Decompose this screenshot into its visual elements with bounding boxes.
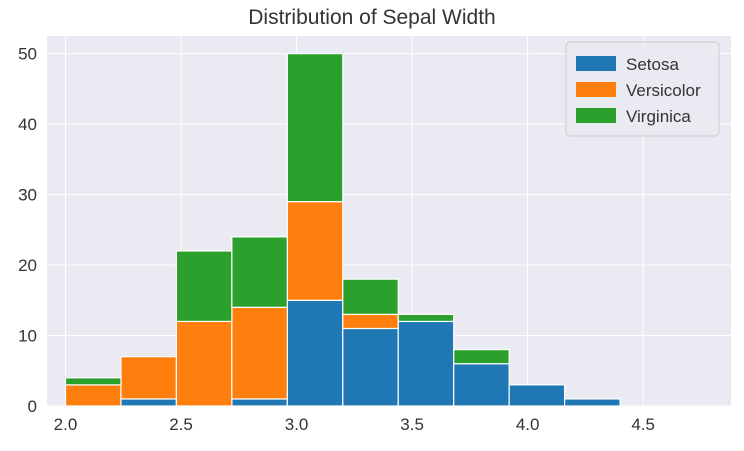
bar-versicolor-bin-2: Versicolor: 12 [175,320,233,407]
legend-swatch-setosa [576,56,616,71]
bar-setosa-bin-7: Setosa: 6 [453,363,510,407]
bar-setosa-bin-9: Setosa: 1 [564,398,621,407]
x-tick-label: 3.0 [285,415,309,434]
bar-versicolor-bin-1: Versicolor: 6 [120,356,178,400]
bar-virginica-bin-5: Virginica: 5 [342,278,399,315]
bar-setosa-bin-3: Setosa: 1 [231,398,288,407]
y-tick-label: 10 [18,327,37,346]
bar-setosa-bin-5: Setosa: 11 [342,327,399,407]
bar-versicolor-bin-4: Versicolor: 14 [286,201,344,301]
x-tick-label: 4.5 [631,415,655,434]
bar-versicolor-bin-5: Versicolor: 2 [342,313,399,330]
bar-versicolor-bin-3: Versicolor: 13 [231,306,288,400]
y-tick-label: 30 [18,186,37,205]
bar-versicolor-bin-0: Versicolor: 3 [64,384,122,407]
legend-label-versicolor: Versicolor [626,81,701,100]
bar-virginica-bin-4: Virginica: 21 [286,53,344,203]
y-tick-label: 20 [18,256,37,275]
legend-swatch-virginica [576,108,616,123]
x-tick-label: 4.0 [516,415,540,434]
bar-virginica-bin-3: Virginica: 10 [231,236,288,308]
bar-setosa-bin-4: Setosa: 15 [286,299,344,407]
legend-label-setosa: Setosa [626,55,679,74]
bar-setosa-bin-6: Setosa: 12 [397,320,455,407]
chart-title: Distribution of Sepal Width [248,6,496,29]
bar-virginica-bin-6: Virginica: 1 [397,313,455,323]
y-tick-label: 50 [18,45,37,64]
x-tick-label: 3.5 [400,415,424,434]
bar-setosa-bin-8: Setosa: 3 [508,384,566,407]
bar-setosa-bin-1: Setosa: 1 [120,398,178,407]
legend-swatch-versicolor [576,82,616,97]
y-tick-label: 0 [28,397,37,416]
x-tick-label: 2.5 [169,415,193,434]
legend-label-virginica: Virginica [626,107,691,126]
bar-virginica-bin-7: Virginica: 2 [453,349,510,365]
y-tick-label: 40 [18,115,37,134]
bar-virginica-bin-2: Virginica: 10 [175,250,233,323]
bar-virginica-bin-0: Virginica: 1 [64,377,122,386]
x-tick-label: 2.0 [54,415,78,434]
